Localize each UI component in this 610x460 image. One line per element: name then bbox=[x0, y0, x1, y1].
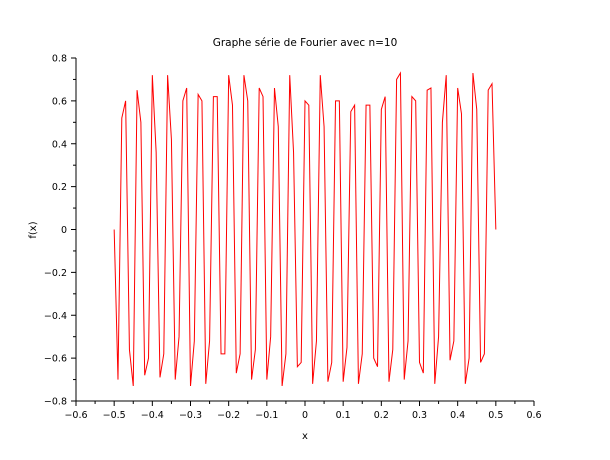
y-tick-label: 0 bbox=[61, 225, 67, 236]
y-axis-label: f(x) bbox=[28, 221, 39, 238]
x-tick-label: 0 bbox=[302, 410, 308, 421]
y-tick-label: −0.6 bbox=[44, 354, 67, 365]
x-tick-label: −0.3 bbox=[179, 410, 202, 421]
x-tick-label: 0.5 bbox=[488, 410, 503, 421]
x-tick-label: −0.5 bbox=[103, 410, 126, 421]
series-line bbox=[113, 71, 497, 387]
y-tick-label: 0.2 bbox=[52, 182, 67, 193]
y-tick-label: 0.4 bbox=[52, 139, 67, 150]
y-tick-label: 0.8 bbox=[52, 54, 67, 65]
y-tick-label: −0.4 bbox=[44, 311, 67, 322]
y-axis-ticks: −0.8 −0.6 −0.4 −0.2 0 0.2 0.4 0.6 0.8 bbox=[44, 54, 76, 408]
y-tick-label: 0.6 bbox=[52, 96, 67, 107]
y-tick-label: −0.8 bbox=[44, 397, 67, 408]
x-tick-label: 0.3 bbox=[412, 410, 427, 421]
x-axis-label: x bbox=[302, 431, 308, 442]
y-tick-label: −0.2 bbox=[44, 268, 67, 279]
x-tick-label: 0.6 bbox=[526, 410, 541, 421]
x-tick-label: 0.2 bbox=[374, 410, 389, 421]
x-tick-label: −0.1 bbox=[255, 410, 278, 421]
x-tick-label: −0.2 bbox=[217, 410, 240, 421]
x-tick-label: −0.6 bbox=[64, 410, 87, 421]
chart-title: Graphe série de Fourier avec n=10 bbox=[213, 37, 398, 49]
plot-area bbox=[113, 71, 497, 387]
x-axis-ticks: −0.6 −0.5 −0.4 −0.3 −0.2 −0.1 0 0.1 0.2 0.3 0.4 0.5… bbox=[64, 401, 542, 421]
x-tick-label: 0.4 bbox=[450, 410, 465, 421]
x-tick-label: −0.4 bbox=[141, 410, 164, 421]
x-tick-label: 0.1 bbox=[336, 410, 351, 421]
